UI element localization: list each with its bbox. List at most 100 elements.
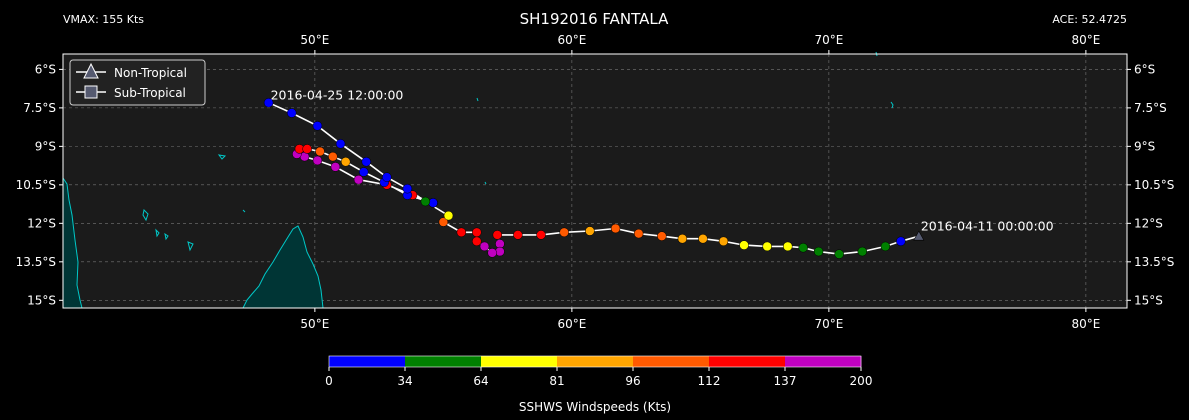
y-tick-label-left: 6°S <box>35 62 56 76</box>
track-point <box>813 246 824 257</box>
y-tick-label-left: 9°S <box>35 139 56 153</box>
track-point <box>857 246 868 257</box>
ace-label: ACE: 52.4725 <box>1052 13 1127 26</box>
island-speck <box>890 101 894 109</box>
x-tick-label-top: 50°E <box>300 33 329 47</box>
colorbar-tick-label: 64 <box>473 374 488 388</box>
comoros-island <box>142 208 149 222</box>
track-point <box>315 146 325 157</box>
track-point-non-tropical <box>913 230 925 241</box>
track-point <box>479 241 490 252</box>
colorbar-tick-label: 137 <box>774 374 797 388</box>
x-tick-label-top: 60°E <box>557 33 586 47</box>
colorbar-segment <box>405 356 482 367</box>
track-point <box>340 157 351 167</box>
seychelles-island <box>217 154 227 160</box>
y-tick-label-right: 13.5°S <box>1134 255 1174 269</box>
colorbar-segment <box>481 356 558 367</box>
mayotte-island <box>187 241 194 252</box>
track-points <box>263 97 925 259</box>
track-point <box>880 241 891 252</box>
track-point <box>536 230 546 240</box>
y-tick-label-left: 12°S <box>27 216 56 230</box>
track-point <box>443 210 454 221</box>
track-point <box>633 228 644 239</box>
vmax-label: VMAX: 155 Kts <box>63 13 144 26</box>
gridlines <box>63 54 1127 308</box>
y-tick-label-left: 15°S <box>27 293 56 307</box>
track-point <box>834 249 844 259</box>
track-point <box>402 183 413 194</box>
track-point <box>335 139 346 149</box>
x-tick-label-bottom: 70°E <box>814 317 843 331</box>
track-point <box>438 217 449 227</box>
track-point <box>312 155 323 166</box>
x-tick-label-bottom: 60°E <box>557 317 586 331</box>
y-tick-label-right: 10.5°S <box>1134 178 1174 192</box>
track-point <box>739 240 749 250</box>
track-point <box>302 144 312 154</box>
chart-title: SH192016 FANTALA <box>520 10 670 28</box>
track-point <box>286 108 297 118</box>
madagascar-coast <box>242 225 324 309</box>
colorbar-tick-label: 0 <box>325 374 333 388</box>
track-point <box>698 233 708 244</box>
axis-ticks: 50°E 50°E 60°E 60°E 70°E 70°E 80°E 80°E 6°S 6°S 7.… <box>16 33 1175 331</box>
x-tick-label-bottom: 80°E <box>1071 317 1100 331</box>
track-point <box>487 248 497 258</box>
track-point <box>312 121 323 131</box>
legend-label-sub-tropical: Sub-Tropical <box>114 86 186 100</box>
y-tick-label-left: 7.5°S <box>23 101 56 115</box>
triangle-icon <box>83 62 99 79</box>
coastline <box>62 51 894 309</box>
track-point <box>798 242 808 253</box>
y-tick-label-right: 15°S <box>1134 293 1163 307</box>
track-point <box>420 196 431 207</box>
x-tick-label-bottom: 50°E <box>300 317 329 331</box>
island-speck <box>476 97 479 102</box>
track-point <box>330 162 341 172</box>
track-point <box>358 167 369 177</box>
track-point <box>492 230 503 240</box>
colorbar-frame <box>328 355 862 368</box>
colorbar-tick-label: 96 <box>625 374 640 388</box>
colorbar-segment <box>633 356 710 367</box>
track-point <box>783 241 793 252</box>
y-tick-label-left: 13.5°S <box>16 255 56 269</box>
colorbar-segment <box>785 356 862 367</box>
y-tick-label-right: 7.5°S <box>1134 101 1167 115</box>
date-annotations: 2016-04-25 12:00:00 2016-04-11 00:00:00 <box>271 88 1054 234</box>
track-point <box>382 172 392 182</box>
date-annotation: 2016-04-11 00:00:00 <box>921 219 1054 234</box>
colorbar-tick-label: 112 <box>698 374 721 388</box>
colorbar-label: SSHWS Windspeeds (Kts) <box>519 400 671 414</box>
x-tick-label-top: 70°E <box>814 33 843 47</box>
square-icon <box>84 85 98 99</box>
track-point <box>762 241 772 252</box>
colorbar-tick-label: 34 <box>397 374 412 388</box>
colorbar-segment <box>329 356 406 367</box>
date-annotation: 2016-04-25 12:00:00 <box>271 88 404 103</box>
track-point <box>677 233 688 244</box>
track-point <box>718 236 729 247</box>
y-tick-label-right: 6°S <box>1134 62 1155 76</box>
track-point <box>559 227 569 238</box>
colorbar-segment <box>557 356 634 367</box>
track-point <box>657 231 667 241</box>
island-speck <box>242 209 246 213</box>
track-point <box>328 151 338 162</box>
colorbar-tick-label: 81 <box>549 374 564 388</box>
plot-frame <box>62 53 1128 309</box>
colorbar: 0 34 64 81 96 112 137 200 <box>325 355 873 388</box>
track-point <box>472 236 482 247</box>
track-point <box>610 223 621 234</box>
colorbar-segment <box>709 356 786 367</box>
y-tick-label-right: 9°S <box>1134 139 1155 153</box>
colorbar-tick-label: 200 <box>850 374 873 388</box>
island-speck <box>484 181 487 185</box>
legend-label-non-tropical: Non-Tropical <box>114 66 187 80</box>
x-tick-label-top: 80°E <box>1071 33 1100 47</box>
y-tick-label-left: 10.5°S <box>16 178 56 192</box>
comoros-island <box>164 232 169 241</box>
